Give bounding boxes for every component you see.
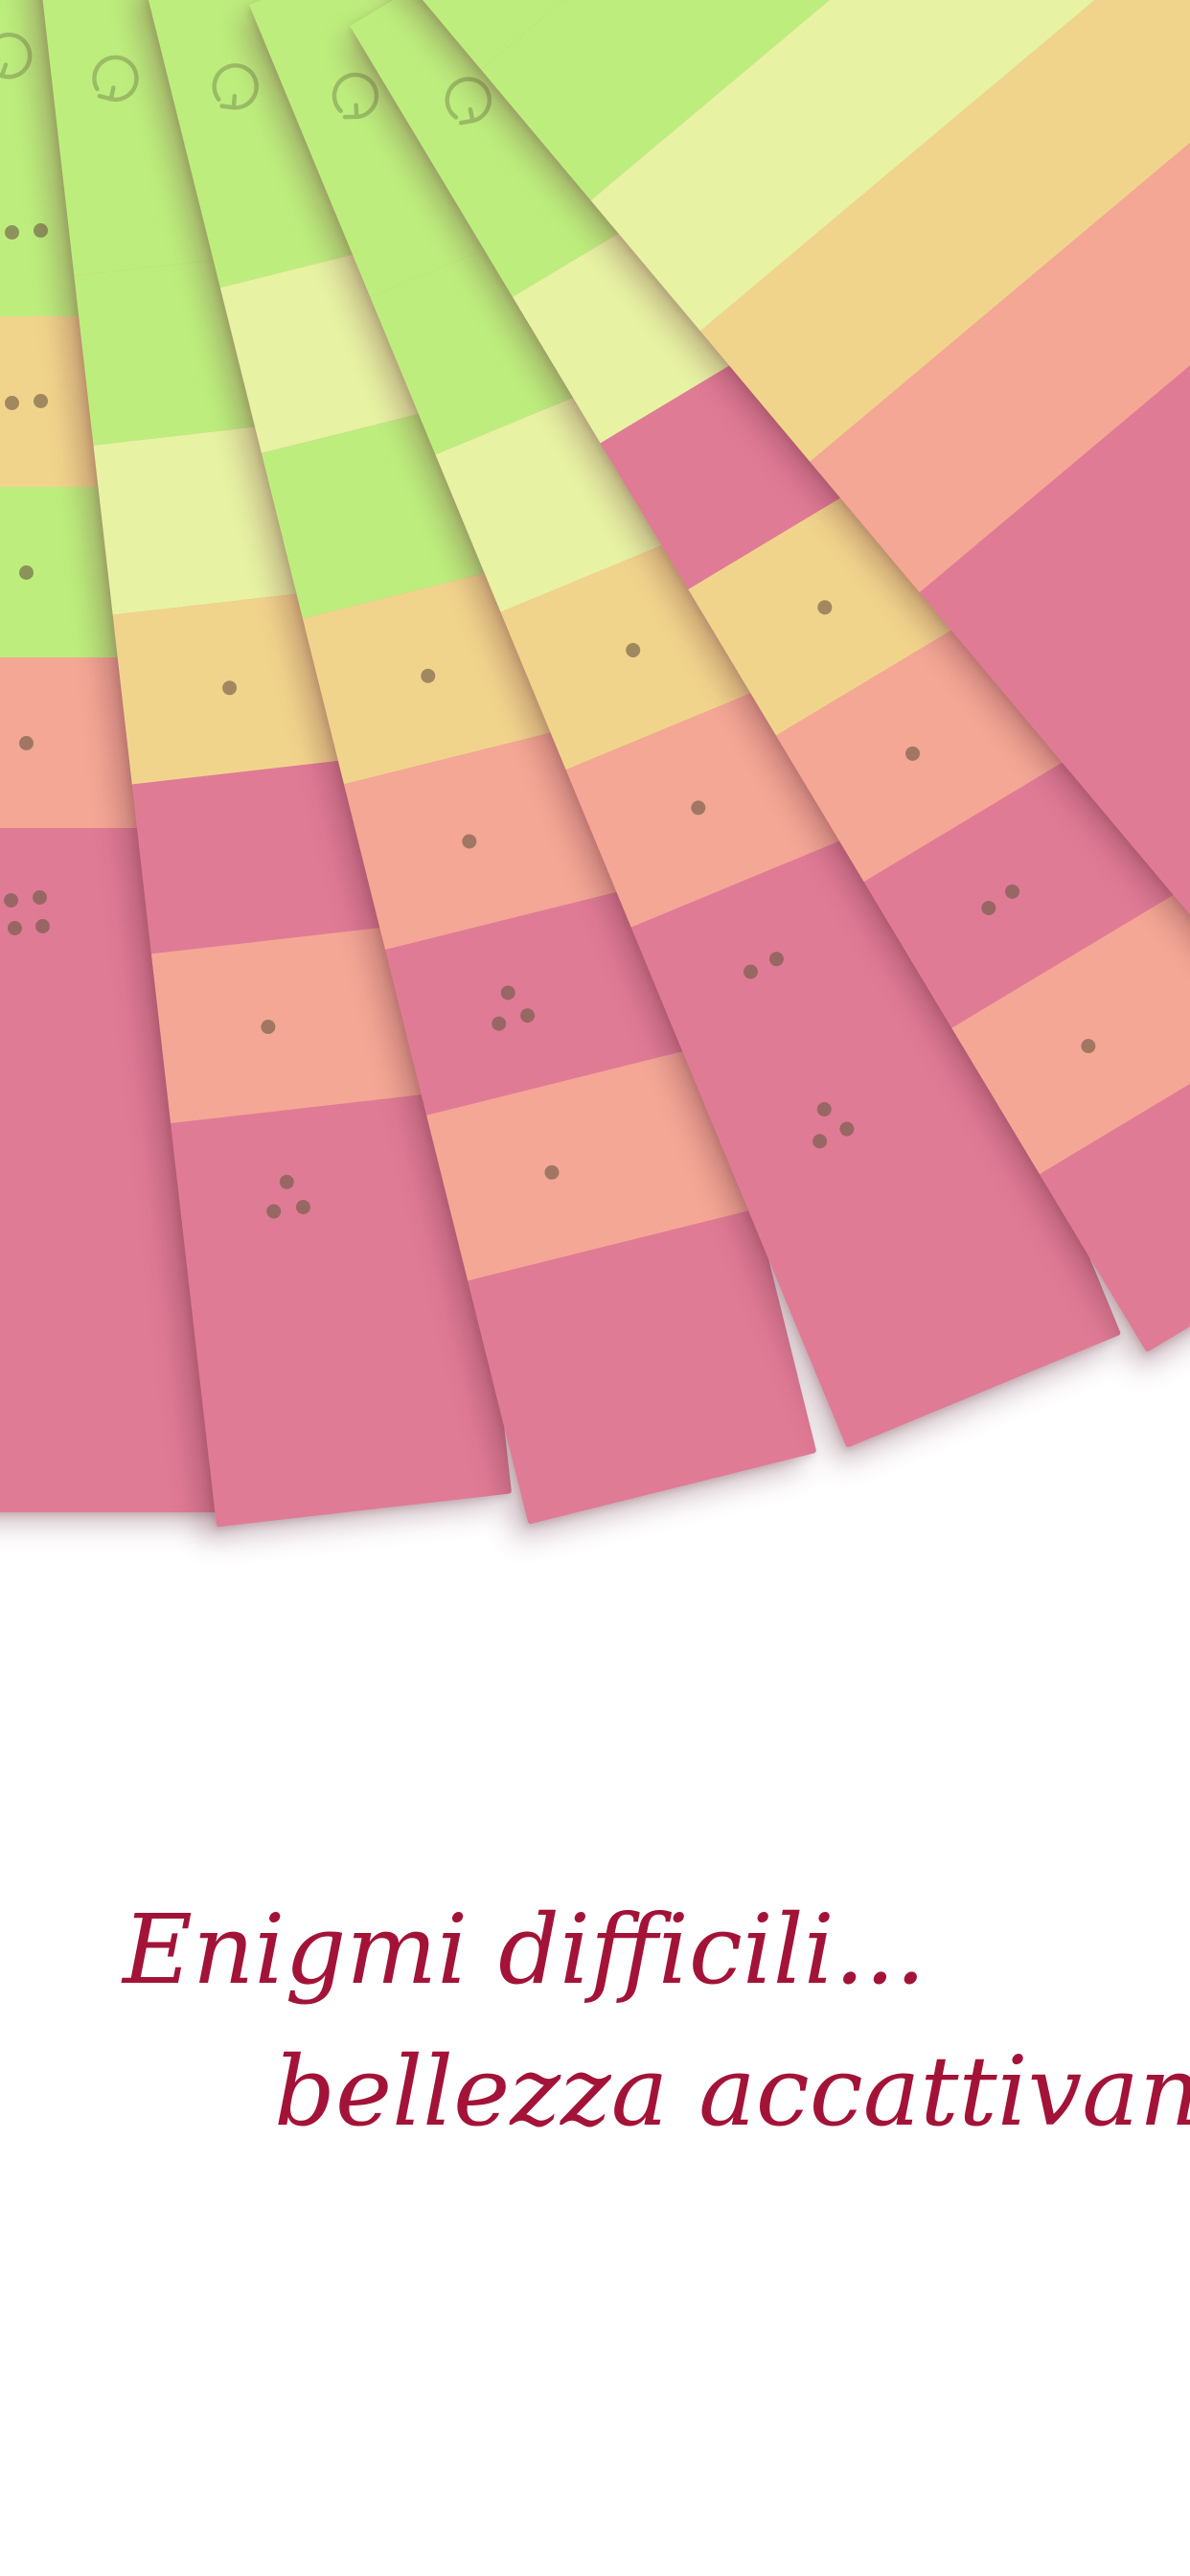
- pip-dot: [33, 890, 47, 905]
- pip-dot: [814, 597, 835, 618]
- pip-dot: [490, 1015, 508, 1033]
- pip-dot: [5, 396, 19, 410]
- pip-dot: [34, 394, 48, 408]
- pip-dot: [34, 223, 48, 238]
- puzzle-card[interactable]: [350, 0, 1190, 1353]
- pip-dot: [542, 1163, 561, 1182]
- pip-dot: [19, 565, 34, 580]
- pip-dot: [279, 1174, 295, 1190]
- rotate-ccw-icon[interactable]: [197, 50, 272, 125]
- pip-dot: [419, 667, 437, 685]
- pip-dot: [295, 1199, 311, 1215]
- pip-dot: [8, 921, 22, 935]
- puzzle-card[interactable]: [144, 0, 817, 1525]
- pip-dot: [5, 225, 19, 240]
- pip-dot: [265, 1203, 283, 1220]
- puzzle-card[interactable]: [249, 0, 1122, 1448]
- pip-dot: [837, 1119, 857, 1138]
- pip-dot: [689, 798, 708, 817]
- tagline-line-1: Enigmi difficili...: [123, 1894, 927, 2006]
- rotate-ccw-icon[interactable]: [314, 56, 395, 136]
- color-cell[interactable]: [190, 1258, 505, 1462]
- tagline-line-2: bellezza accattivante...: [274, 2036, 1190, 2148]
- pip-dot: [260, 1019, 277, 1035]
- puzzle-card[interactable]: [38, 0, 513, 1528]
- pip-dot: [1002, 882, 1022, 902]
- rotate-ccw-icon[interactable]: [425, 58, 510, 143]
- pip-dot: [903, 744, 923, 764]
- pip-dot: [460, 832, 478, 851]
- pip-dot: [978, 898, 999, 918]
- pip-dot: [19, 736, 34, 750]
- pip-dot: [814, 1099, 835, 1119]
- pip-dot: [518, 1006, 537, 1024]
- pip-dot: [499, 983, 517, 1001]
- tagline: Enigmi difficili... bellezza accattivant…: [0, 1902, 1190, 2140]
- pip-dot: [4, 893, 18, 908]
- pip-dot: [741, 962, 761, 981]
- pip-dot: [810, 1132, 830, 1151]
- pip-dot: [221, 679, 238, 697]
- rotate-ccw-icon[interactable]: [0, 25, 38, 86]
- pip-dot: [767, 949, 787, 969]
- pip-dot: [35, 919, 50, 933]
- pip-dot: [1078, 1036, 1099, 1056]
- pip-dot: [623, 640, 643, 660]
- rotate-ccw-icon[interactable]: [80, 44, 149, 112]
